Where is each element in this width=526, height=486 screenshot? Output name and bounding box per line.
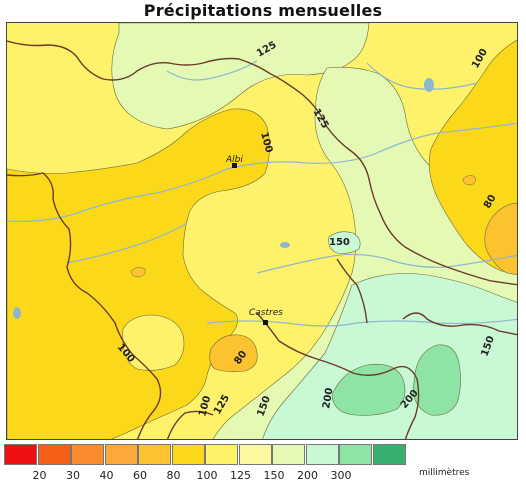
- legend-tick-label: 80: [166, 469, 181, 482]
- rivers: [7, 60, 517, 327]
- legend-swatch: [4, 444, 37, 465]
- map-canvas: 125 125 100 100 80 150 100 80 100 125 15…: [7, 23, 517, 439]
- department-borders: [7, 40, 517, 439]
- legend-swatch: [205, 444, 238, 465]
- legend-tick-label: 300: [330, 469, 352, 482]
- isoline-label: 200: [321, 387, 335, 410]
- legend: 20 30 40 60 80 100 125 150 200 300 millimètres: [4, 444, 524, 486]
- isoline-label: 100: [258, 131, 274, 154]
- legend-swatch: [71, 444, 104, 465]
- legend-swatch: [339, 444, 372, 465]
- zone-60-80-small-east: [462, 175, 476, 186]
- legend-unit: millimètres: [419, 468, 470, 478]
- lake-west: [13, 307, 21, 319]
- legend-swatch: [138, 444, 171, 465]
- isoline-label: 150: [329, 237, 350, 248]
- legend-tick-label: 125: [230, 469, 251, 482]
- zone-125-150-north: [111, 23, 370, 130]
- city-label-castres: Castres: [249, 308, 283, 318]
- zone-100-125-hole: [122, 314, 185, 371]
- legend-swatch: [171, 444, 205, 465]
- legend-tick-label: 20: [32, 469, 47, 482]
- legend-tick-label: 150: [263, 469, 285, 482]
- map-title: Précipitations mensuelles: [143, 1, 383, 20]
- legend-tick-label: 60: [133, 469, 147, 482]
- legend-tick-label: 200: [297, 469, 318, 482]
- zone-200-300-right: [412, 344, 461, 416]
- zone-60-80-small-west: [130, 267, 146, 278]
- zone-150-center: [328, 231, 361, 254]
- legend-swatch: [305, 444, 339, 465]
- precipitation-map: 125 125 100 100 80 150 100 80 100 125 15…: [6, 22, 518, 440]
- legend-swatch: [37, 444, 71, 465]
- legend-swatch: [104, 444, 138, 465]
- city-label-albi: Albi: [225, 155, 243, 165]
- legend-tick-label: 40: [99, 469, 114, 482]
- legend-tick-label: 30: [66, 469, 80, 482]
- city-marker-castres: [263, 320, 268, 325]
- legend-swatch: [238, 444, 272, 465]
- legend-swatch: [372, 444, 406, 465]
- legend-swatch: [272, 444, 305, 465]
- zone-60-80-south: [209, 334, 258, 372]
- zone-200-300-left: [331, 364, 406, 416]
- isoline-label: 100: [197, 395, 213, 418]
- legend-tick-label: 100: [196, 469, 218, 482]
- city-marker-albi: [232, 163, 237, 168]
- lake-north: [424, 78, 434, 92]
- lake-center: [280, 242, 290, 248]
